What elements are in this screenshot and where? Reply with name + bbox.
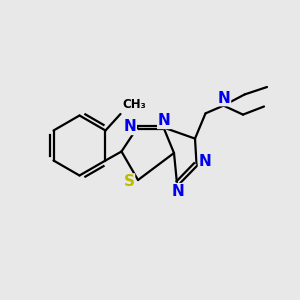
Text: N: N [171,184,184,199]
Text: N: N [199,154,211,169]
Text: S: S [124,174,134,189]
Text: N: N [218,91,230,106]
Text: N: N [158,113,170,128]
Text: CH₃: CH₃ [122,98,146,111]
Text: N: N [124,119,136,134]
